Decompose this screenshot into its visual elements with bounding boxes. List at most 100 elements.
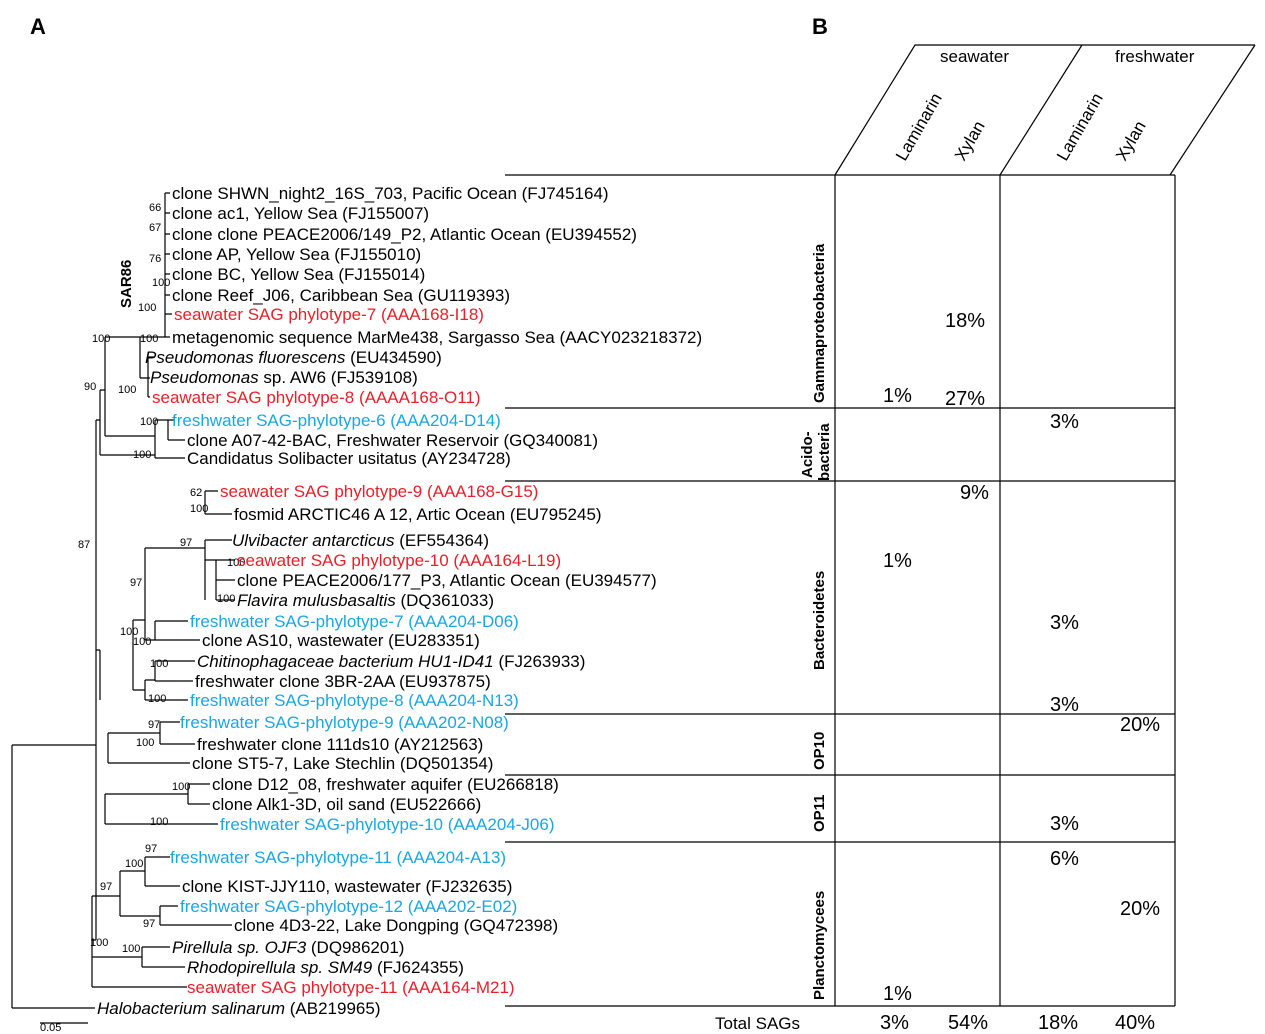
total-fw-xylan: 40%	[1115, 1012, 1155, 1034]
tree-leaf-label: seawater SAG phylotype-8 (AAAA168-O11)	[152, 388, 481, 407]
bootstrap-value: 100	[190, 503, 208, 515]
group-gammaproteobacteria: Gammaproteobacteria	[811, 243, 828, 403]
total-fw-laminarin: 18%	[1038, 1012, 1078, 1034]
bootstrap-value: 97	[145, 843, 157, 855]
bootstrap-value: 100	[140, 333, 158, 345]
tree-leaf-label: clone Reef_J06, Caribbean Sea (GU119393)	[172, 286, 510, 305]
tree-leaf-label: freshwater SAG-phylotype-8 (AAA204-N13)	[190, 691, 519, 710]
bootstrap-value: 100	[133, 636, 151, 648]
tree-leaf-label: clone ac1, Yellow Sea (FJ155007)	[172, 204, 429, 223]
cell-gamma-sw-xylan-a: 18%	[945, 310, 985, 332]
tree-leaf-label: freshwater SAG-phylotype-7 (AAA204-D06)	[190, 612, 519, 631]
tree-leaf-label: freshwater clone 111ds10 (AY212563)	[197, 735, 483, 754]
bootstrap-value: 62	[190, 487, 202, 499]
tree-leaf-label: clone SHWN_night2_16S_703, Pacific Ocean…	[172, 184, 609, 203]
tree-leaf-label: clone ST5-7, Lake Stechlin (DQ501354)	[192, 754, 493, 773]
group-op10: OP10	[811, 732, 828, 770]
tree-leaf-label: freshwater SAG-phylotype-12 (AAA202-E02)	[180, 897, 517, 916]
scale-bar-label: 0.05	[40, 1022, 61, 1034]
tree-leaf-label: Rhodopirellula sp. SM49 (FJ624355)	[187, 958, 464, 977]
tree-leaf-label: metagenomic sequence MarMe438, Sargasso …	[172, 328, 702, 347]
habitat-freshwater: freshwater	[1115, 47, 1195, 66]
substrate-sw-laminarin: Laminarin	[892, 90, 946, 164]
bootstrap-value: 97	[100, 881, 112, 893]
bootstrap-value: 100	[140, 416, 158, 428]
tree-leaf-label: Pirellula sp. OJF3 (DQ986201)	[172, 938, 404, 957]
tree-leaf-label: Pseudomonas sp. AW6 (FJ539108)	[150, 368, 418, 387]
substrate-uptake-table: seawater freshwater Laminarin Xylan Lami…	[505, 44, 1256, 1034]
tree-leaf-label: clone KIST-JJY110, wastewater (FJ232635)	[182, 877, 512, 896]
habitat-seawater: seawater	[940, 47, 1009, 66]
bootstrap-value: 100	[152, 277, 170, 289]
bootstrap-value: 97	[143, 918, 155, 930]
bootstrap-value: 100	[118, 384, 136, 396]
bootstrap-value: 100	[150, 658, 168, 670]
cell-op11-fw-laminarin: 3%	[1050, 813, 1079, 835]
tree-leaf-label: clone PEACE2006/177_P3, Atlantic Ocean (…	[237, 571, 657, 590]
cell-gamma-sw-laminarin: 1%	[883, 385, 912, 407]
group-acidobacteria-line1: Acido-	[799, 431, 816, 478]
cell-plan-fw-laminarin: 6%	[1050, 848, 1079, 870]
group-planctomycees: Planctomycees	[811, 891, 828, 1000]
bootstrap-value: 100	[136, 737, 154, 749]
cell-op10-fw-xylan: 20%	[1120, 714, 1160, 736]
total-sw-laminarin: 3%	[880, 1012, 909, 1034]
cell-bact-sw-xylan: 9%	[960, 482, 989, 504]
bootstrap-value: 97	[130, 577, 142, 589]
cell-acido-fw-laminarin: 3%	[1050, 411, 1079, 433]
cell-bact-sw-laminarin: 1%	[883, 550, 912, 572]
bootstrap-value: 100	[138, 302, 156, 314]
tree-leaf-label: Candidatus Solibacter usitatus (AY234728…	[187, 449, 511, 468]
bootstrap-value: 100	[172, 781, 190, 793]
panel-label-a: A	[30, 14, 46, 39]
tree-leaf-label: freshwater SAG-phylotype-10 (AAA204-J06)	[220, 815, 555, 834]
tree-leaf-label: seawater SAG phylotype-10 (AAA164-L19)	[237, 551, 561, 570]
bootstrap-value: 100	[120, 626, 138, 638]
tree-leaf-label: clone Alk1-3D, oil sand (EU522666)	[212, 795, 481, 814]
tree-leaf-label: Flavira mulusbasaltis (DQ361033)	[237, 591, 494, 610]
tree-leaf-label: clone AS10, wastewater (EU283351)	[202, 631, 480, 650]
cell-gamma-sw-xylan-b: 27%	[945, 388, 985, 410]
substrate-fw-xylan: Xylan	[1112, 118, 1150, 164]
tree-leaf-label: freshwater SAG-phylotype-9 (AAA202-N08)	[180, 713, 509, 732]
cell-plan-sw-laminarin: 1%	[883, 983, 912, 1005]
bootstrap-value: 100	[150, 816, 168, 828]
tree-leaf-label: clone D12_08, freshwater aquifer (EU2668…	[212, 775, 559, 794]
total-sw-xylan: 54%	[948, 1012, 988, 1034]
bootstrap-value: 100	[92, 333, 110, 345]
substrate-sw-xylan: Xylan	[951, 118, 989, 164]
total-sags-label: Total SAGs	[715, 1014, 800, 1033]
bootstrap-value: 67	[149, 222, 161, 234]
cell-bact-fw-laminarin-b: 3%	[1050, 694, 1079, 716]
bootstrap-value: 100	[148, 693, 166, 705]
bootstrap-value: 100	[125, 858, 143, 870]
bootstrap-value: 100	[227, 557, 245, 569]
tree-leaf-label: Ulvibacter antarcticus (EF554364)	[232, 531, 489, 550]
tree-leaf-label: clone AP, Yellow Sea (FJ155010)	[172, 245, 421, 264]
bootstrap-value: 87	[78, 539, 90, 551]
bootstrap-value: 100	[133, 449, 151, 461]
tree-leaf-label: clone BC, Yellow Sea (FJ155014)	[172, 265, 425, 284]
substrate-fw-laminarin: Laminarin	[1053, 90, 1107, 164]
group-acidobacteria-line2: bacteria	[816, 423, 833, 481]
tree-leaf-label: Halobacterium salinarum (AB219965)	[97, 999, 380, 1018]
bootstrap-value: 76	[149, 253, 161, 265]
clade-label-sar86: SAR86	[118, 260, 135, 308]
bootstrap-value: 100	[122, 943, 140, 955]
tree-leaf-label: Chitinophagaceae bacterium HU1-ID41 (FJ2…	[197, 652, 585, 671]
tree-leaf-label: freshwater clone 3BR-2AA (EU937875)	[195, 672, 491, 691]
tree-leaf-label: seawater SAG phylotype-11 (AAA164-M21)	[187, 978, 515, 997]
tree-leaf-label: Pseudomonas fluorescens (EU434590)	[145, 348, 442, 367]
tree-leaf-label: clone A07-42-BAC, Freshwater Reservoir (…	[187, 431, 598, 450]
tree-leaf-label: freshwater SAG-phylotype-6 (AAA204-D14)	[172, 411, 501, 430]
tree-leaf-label: seawater SAG phylotype-7 (AAA168-I18)	[174, 305, 484, 324]
tree-leaf-label: seawater SAG phylotype-9 (AAA168-G15)	[220, 482, 538, 501]
tree-leaf-label: clone 4D3-22, Lake Dongping (GQ472398)	[234, 916, 558, 935]
bootstrap-value: 90	[84, 381, 96, 393]
bootstrap-value: 100	[217, 593, 235, 605]
tree-leaf-label: freshwater SAG-phylotype-11 (AAA204-A13)	[170, 848, 506, 867]
tree-leaf-label: fosmid ARCTIC46 A 12, Artic Ocean (EU795…	[234, 505, 602, 524]
tree-leaf-label: clone clone PEACE2006/149_P2, Atlantic O…	[172, 225, 637, 244]
